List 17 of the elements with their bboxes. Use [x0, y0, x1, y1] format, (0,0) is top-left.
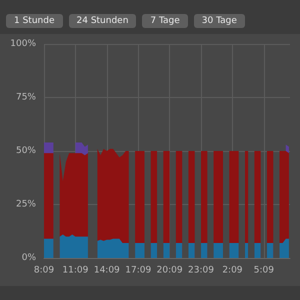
x-tick-label: 23:09	[188, 266, 214, 276]
y-tick-label: 0%	[22, 253, 36, 263]
text: 7 Tage	[142, 14, 188, 28]
x-tick-label: 8:09	[34, 266, 54, 276]
x-tick-label: 2:09	[222, 266, 243, 276]
y-tick-label: 75%	[16, 92, 36, 102]
text: 30 Tage	[194, 14, 245, 28]
text: 24 Stunden	[68, 14, 136, 28]
x-tick-label: 11:09	[62, 266, 89, 276]
x-tick-label: 20:09	[156, 266, 183, 276]
x-tick-label: 14:09	[94, 266, 120, 276]
x-tick-label: 17:09	[125, 266, 152, 276]
x-tick-label: 5:09	[254, 266, 274, 276]
y-tick-label: 25%	[16, 200, 36, 210]
y-tick-label: 50%	[16, 146, 36, 156]
y-tick-label: 100%	[10, 39, 36, 49]
text: 1 Stunde	[6, 14, 62, 28]
